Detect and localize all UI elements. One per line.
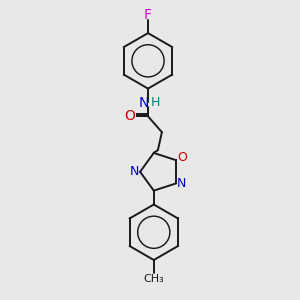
- Text: F: F: [144, 8, 152, 22]
- Text: H: H: [150, 96, 160, 109]
- Text: CH₃: CH₃: [143, 274, 164, 284]
- Text: O: O: [124, 109, 135, 123]
- Text: N: N: [130, 165, 139, 178]
- Text: N: N: [177, 177, 187, 190]
- Text: N: N: [139, 96, 149, 110]
- Text: O: O: [177, 151, 187, 164]
